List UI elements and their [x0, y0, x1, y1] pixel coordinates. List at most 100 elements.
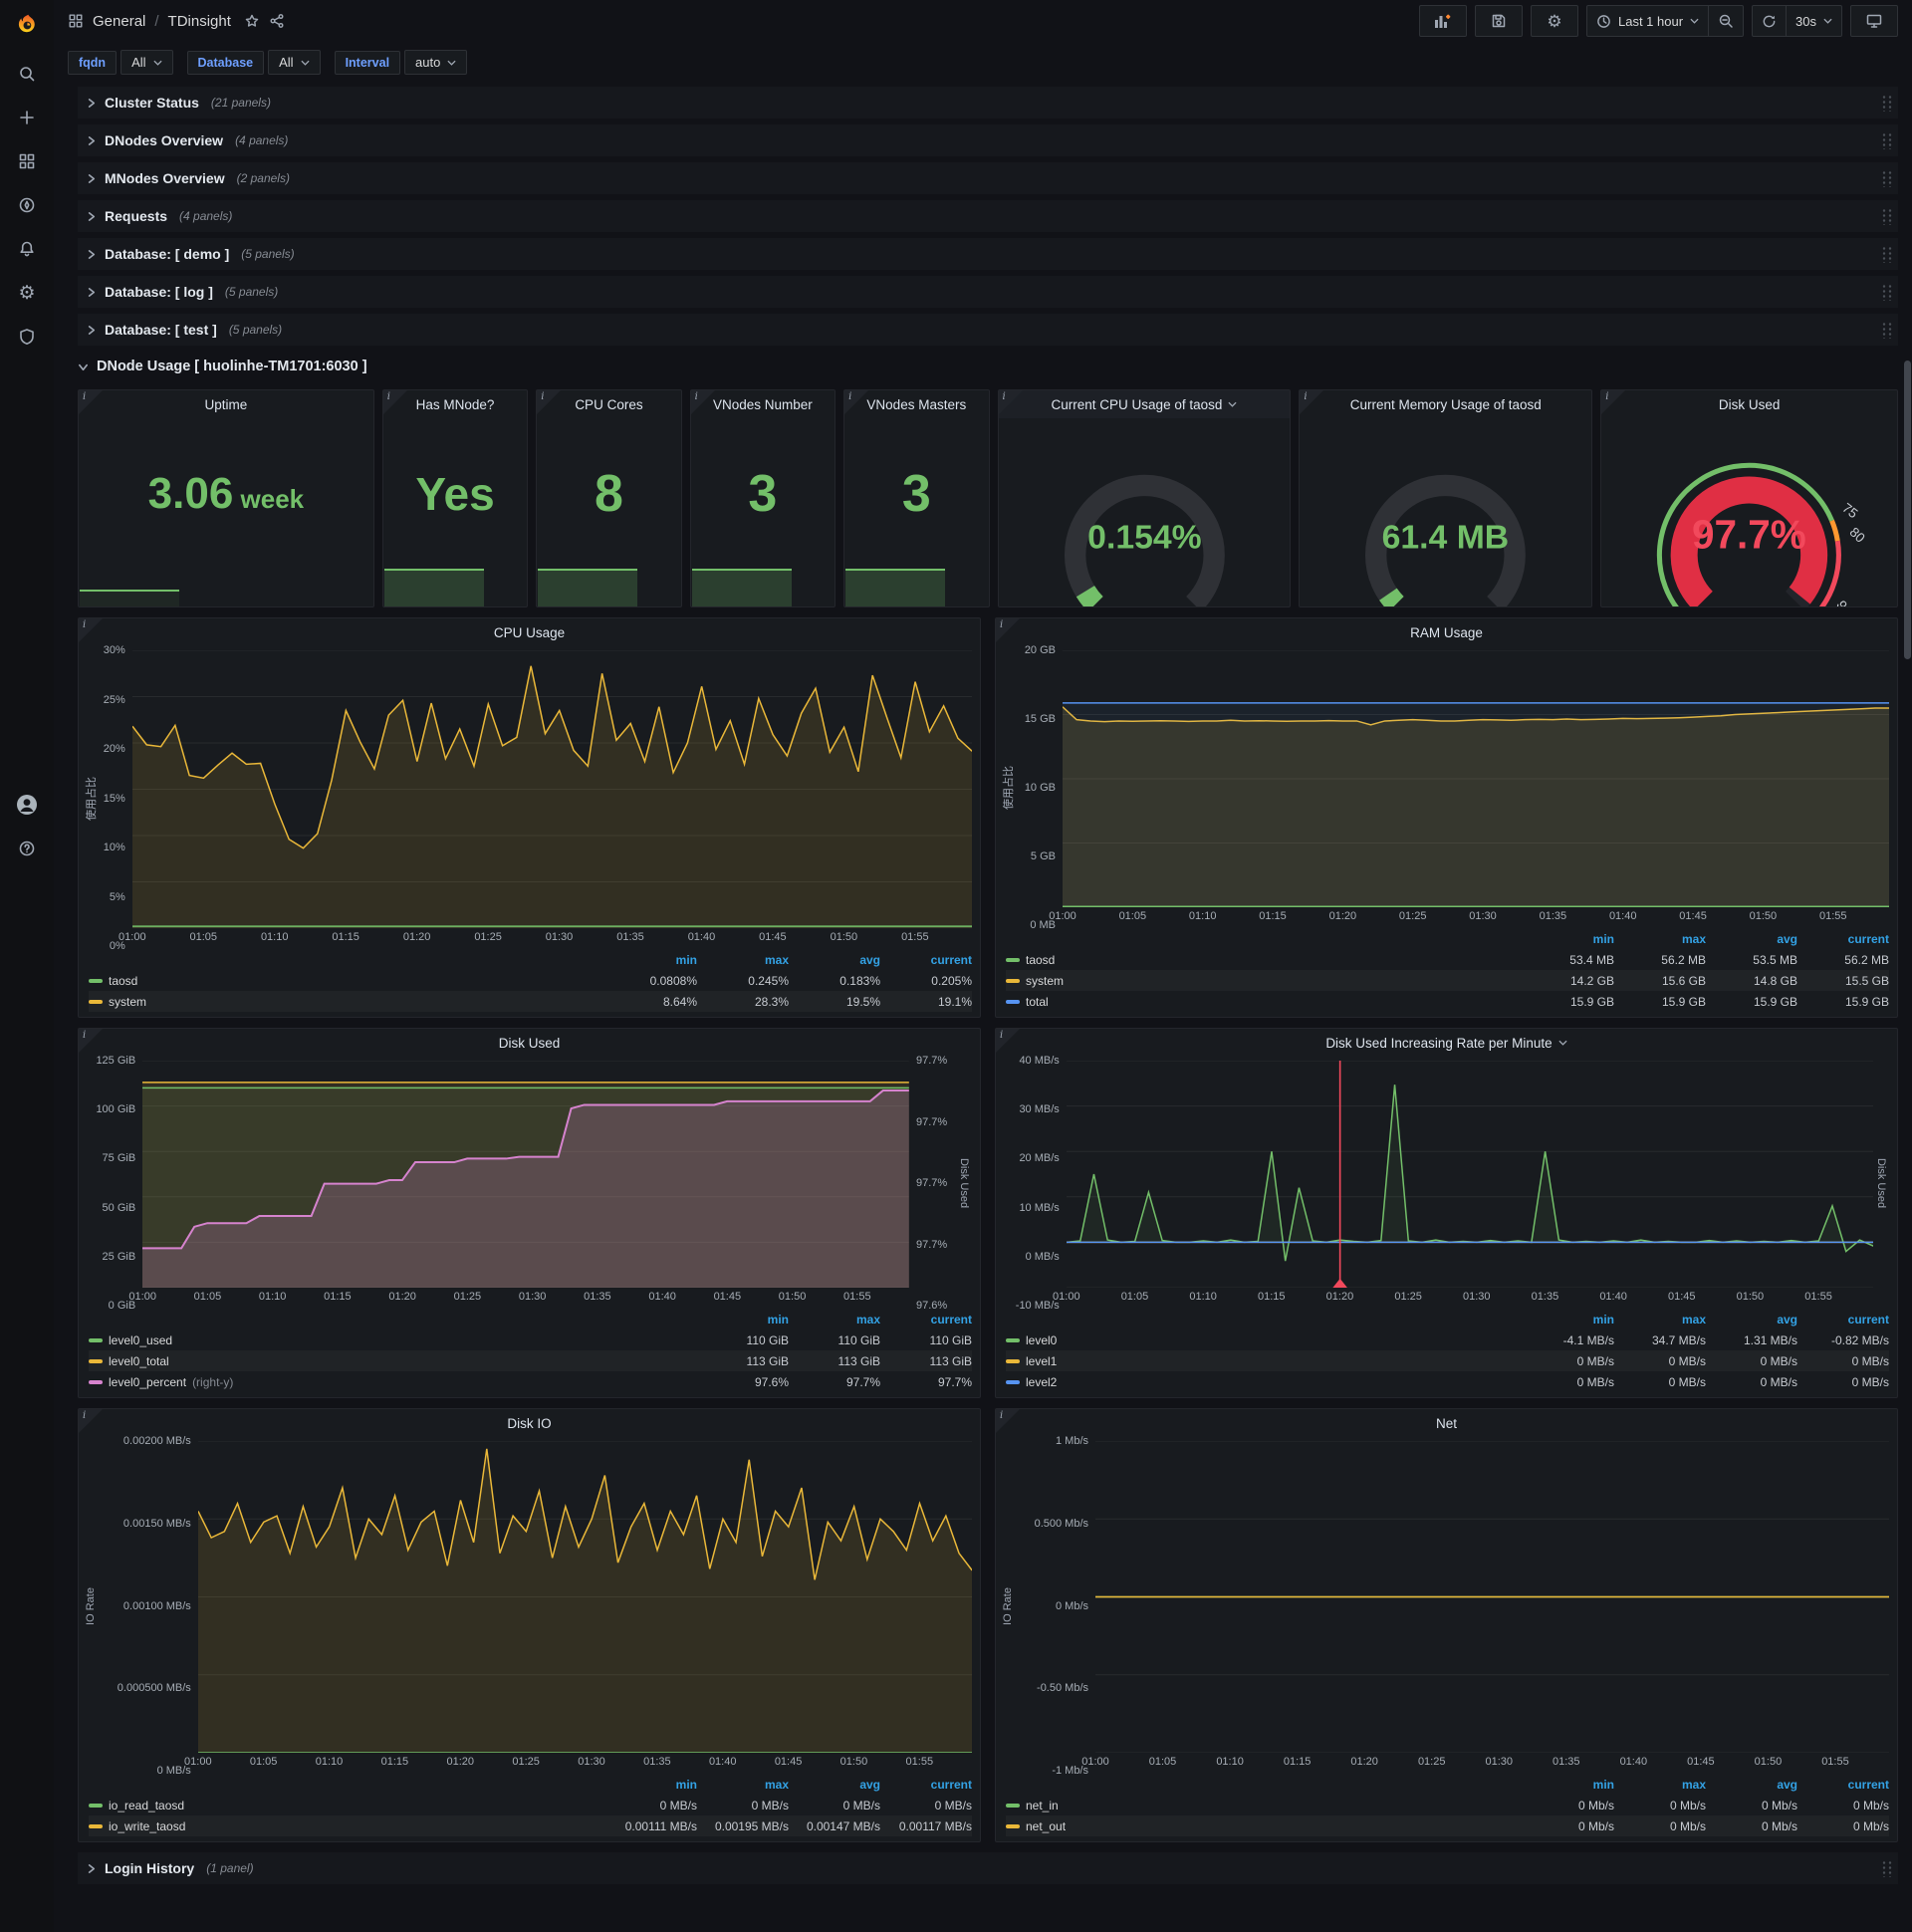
panel-info-corner[interactable]: i: [537, 390, 562, 414]
legend-series-level0[interactable]: level0: [1006, 1333, 1523, 1347]
panel-title[interactable]: Disk Used: [1601, 390, 1897, 418]
row-drag-handle[interactable]: [1880, 94, 1892, 112]
sidebar-item-configuration[interactable]: ⚙: [0, 271, 54, 315]
panel-info-corner[interactable]: i: [996, 1029, 1020, 1053]
dashboard-row-dnodes-overview[interactable]: DNodes Overview (4 panels): [78, 124, 1898, 156]
annotation-marker[interactable]: [1332, 1278, 1347, 1288]
x-tick-label: 01:45: [774, 1756, 803, 1768]
panel-info-corner[interactable]: i: [844, 390, 869, 414]
x-tick-label: 01:35: [1531, 1291, 1559, 1303]
sidebar-item-explore[interactable]: [0, 183, 54, 227]
dashboard-row-requests[interactable]: Requests (4 panels): [78, 200, 1898, 232]
legend-series-level1[interactable]: level1: [1006, 1354, 1523, 1368]
legend-series-taosd[interactable]: taosd: [1006, 953, 1523, 967]
panel-info-corner[interactable]: i: [998, 390, 1023, 414]
panel-info-corner[interactable]: i: [382, 390, 407, 414]
tv-mode-button[interactable]: [1850, 5, 1898, 37]
panel-title[interactable]: Net: [996, 1409, 1897, 1437]
add-panel-button[interactable]: [1418, 5, 1467, 37]
panel-info-corner[interactable]: i: [79, 618, 103, 642]
variable-value-fqdn[interactable]: All: [120, 50, 173, 75]
row-dnode-usage[interactable]: DNode Usage [ huolinhe-TM1701:6030 ]: [78, 352, 1898, 381]
user-avatar[interactable]: [0, 783, 54, 827]
y-axis-title: IO Rate: [85, 1586, 97, 1625]
legend-series-taosd[interactable]: taosd: [89, 974, 605, 988]
panel-title[interactable]: Current Memory Usage of taosd: [1300, 390, 1591, 418]
variable-value-Interval[interactable]: auto: [404, 50, 468, 75]
save-dashboard-button[interactable]: [1474, 5, 1523, 37]
panel-title[interactable]: Disk IO: [79, 1409, 980, 1437]
variable-label-Database[interactable]: Database: [186, 50, 265, 75]
y-tick-label: 1 Mb/s: [1055, 1435, 1088, 1447]
panel-info-corner[interactable]: i: [79, 1409, 103, 1433]
row-drag-handle[interactable]: [1880, 169, 1892, 187]
dashboard-settings-button[interactable]: ⚙: [1530, 5, 1578, 37]
legend-series-level2[interactable]: level2: [1006, 1375, 1523, 1389]
variable-label-fqdn[interactable]: fqdn: [68, 50, 118, 75]
sidebar-item-help[interactable]: [0, 827, 54, 870]
dashboard-row-database-log-[interactable]: Database: [ log ] (5 panels): [78, 276, 1898, 308]
row-drag-handle[interactable]: [1880, 283, 1892, 301]
legend-series-io_read_taosd[interactable]: io_read_taosd: [89, 1799, 605, 1812]
panel-info-corner[interactable]: i: [1300, 390, 1324, 414]
row-drag-handle[interactable]: [1880, 131, 1892, 149]
panel-title[interactable]: CPU Usage: [79, 618, 980, 646]
legend-series-net_out[interactable]: net_out: [1006, 1819, 1523, 1833]
legend-series-system[interactable]: system: [1006, 974, 1523, 988]
sidebar-item-server-admin[interactable]: [0, 315, 54, 359]
dashboard-row-database-demo-[interactable]: Database: [ demo ] (5 panels): [78, 238, 1898, 270]
refresh-interval-picker[interactable]: 30s: [1787, 6, 1841, 36]
panel-info-corner[interactable]: i: [79, 1029, 103, 1053]
panel-title[interactable]: Current CPU Usage of taosd: [998, 390, 1291, 418]
legend-series-io_write_taosd[interactable]: io_write_taosd: [89, 1819, 605, 1833]
legend-series-net_in[interactable]: net_in: [1006, 1799, 1523, 1812]
help-icon: [19, 841, 35, 856]
row-drag-handle[interactable]: [1880, 207, 1892, 225]
series-system: [1063, 707, 1889, 725]
legend-series-total[interactable]: total: [1006, 995, 1523, 1009]
legend-value: 0 Mb/s: [1761, 1818, 1797, 1833]
breadcrumb-section[interactable]: General: [93, 12, 146, 30]
panel-title[interactable]: VNodes Masters: [866, 396, 967, 412]
share-icon[interactable]: [269, 13, 285, 29]
panel-title[interactable]: VNodes Number: [712, 396, 813, 412]
panel-info-corner[interactable]: i: [1601, 390, 1626, 414]
legend-value: 0 Mb/s: [1577, 1798, 1614, 1812]
sidebar-item-dashboards[interactable]: [0, 139, 54, 183]
dashboard-row-mnodes-overview[interactable]: MNodes Overview (2 panels): [78, 162, 1898, 194]
sidebar-item-create[interactable]: [0, 96, 54, 139]
refresh-button[interactable]: [1753, 6, 1786, 36]
legend-series-level0_percent[interactable]: level0_percent (right-y): [89, 1375, 697, 1389]
sidebar-item-alerting[interactable]: [0, 227, 54, 271]
panel-info-corner[interactable]: i: [996, 1409, 1020, 1433]
x-axis: 01:00 01:05 01:10 01:15 01:20 01:25 01:30 01:35…: [1081, 1753, 1889, 1771]
panel-title[interactable]: Uptime: [204, 396, 248, 412]
panel-info-corner[interactable]: i: [690, 390, 715, 414]
star-icon[interactable]: [244, 13, 260, 29]
chevron-down-icon: [1823, 18, 1832, 24]
dashboard-row-cluster-status[interactable]: Cluster Status (21 panels): [78, 87, 1898, 119]
row-drag-handle[interactable]: [1880, 321, 1892, 339]
scrollbar-thumb[interactable]: [1904, 361, 1911, 659]
variable-value-Database[interactable]: All: [268, 50, 321, 75]
page-title[interactable]: TDinsight: [167, 12, 231, 30]
variable-label-Interval[interactable]: Interval: [334, 50, 401, 75]
panel-title[interactable]: CPU Cores: [575, 396, 643, 412]
row-drag-handle[interactable]: [1880, 245, 1892, 263]
panel-title[interactable]: Disk Used Increasing Rate per Minute: [996, 1029, 1897, 1057]
grafana-logo[interactable]: [0, 0, 54, 52]
sidebar-item-search[interactable]: [0, 52, 54, 96]
time-range-picker[interactable]: Last 1 hour: [1587, 6, 1708, 36]
panel-info-corner[interactable]: i: [996, 618, 1020, 642]
dashboard-row-login-history[interactable]: Login History (1 panel): [78, 1852, 1898, 1884]
dashboard-row-database-test-[interactable]: Database: [ test ] (5 panels): [78, 314, 1898, 346]
legend-series-level0_used[interactable]: level0_used: [89, 1333, 697, 1347]
panel-title[interactable]: RAM Usage: [996, 618, 1897, 646]
panel-info-corner[interactable]: i: [79, 390, 103, 414]
panel-title[interactable]: Has MNode?: [415, 396, 495, 412]
legend-series-system[interactable]: system: [89, 995, 605, 1009]
zoom-out-time-button[interactable]: [1709, 6, 1743, 36]
legend-series-level0_total[interactable]: level0_total: [89, 1354, 697, 1368]
panel-title[interactable]: Disk Used: [79, 1029, 980, 1057]
row-drag-handle[interactable]: [1880, 1859, 1892, 1877]
